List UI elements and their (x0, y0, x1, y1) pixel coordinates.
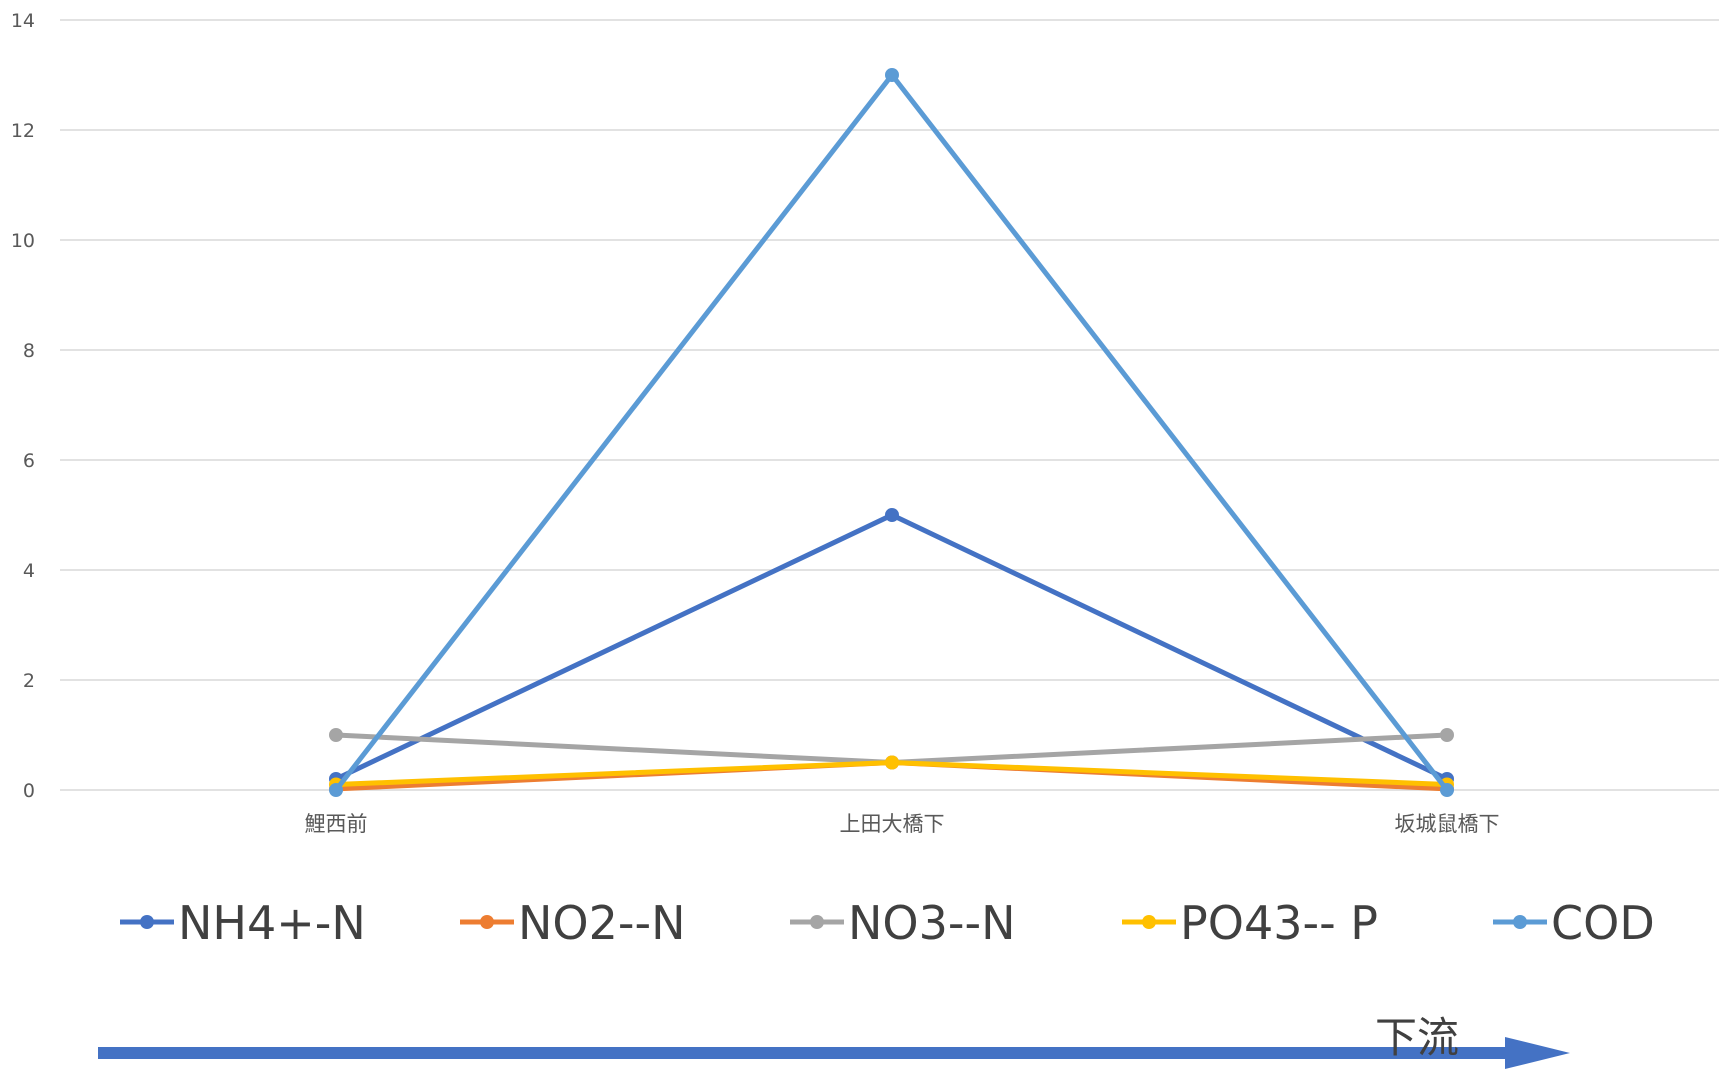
data-point (1440, 728, 1454, 742)
legend-swatch-marker (140, 915, 154, 929)
data-point (885, 755, 899, 770)
series-lines (329, 68, 1454, 797)
downstream-label: 下流 (1375, 1013, 1459, 1062)
x-axis-tick-labels: 鯉西前 上田大橋下 坂城鼠橋下 (305, 812, 1500, 836)
y-tick-label: 12 (11, 120, 35, 142)
legend-label: NH4+-N (178, 896, 366, 950)
legend-label: PO43-- P (1180, 896, 1378, 950)
series-line (333, 512, 1450, 782)
y-axis-tick-labels: 0 2 4 6 8 10 12 14 (11, 10, 35, 802)
data-point (885, 68, 899, 82)
legend-label: NO2--N (518, 896, 686, 950)
legend-swatch-marker (810, 915, 824, 929)
legend-item: NH4+-N (120, 896, 366, 950)
data-point (885, 508, 899, 522)
legend-swatch-marker (1513, 915, 1527, 929)
y-tick-label: 0 (23, 780, 35, 802)
series-line (333, 72, 1450, 793)
legend-item: COD (1493, 896, 1655, 950)
legend-item: NO2--N (460, 896, 686, 950)
legend-swatch-marker (480, 915, 494, 929)
series-5 (329, 68, 1454, 797)
series-4 (329, 755, 1454, 792)
y-tick-label: 10 (11, 230, 35, 252)
y-tick-label: 8 (23, 340, 35, 362)
legend: NH4+-N NO2--N NO3--N PO43-- P COD (120, 896, 1655, 950)
legend-item: PO43-- P (1122, 896, 1378, 950)
data-point (1440, 783, 1454, 797)
downstream-arrow: 下流 (98, 1013, 1570, 1069)
x-tick-label: 鯉西前 (305, 812, 368, 836)
y-tick-label: 4 (23, 560, 35, 582)
gridlines (60, 19, 1719, 791)
x-tick-label: 坂城鼠橋下 (1395, 812, 1500, 836)
legend-label: NO3--N (848, 896, 1016, 950)
data-point (329, 728, 343, 742)
data-point (329, 783, 343, 797)
y-tick-label: 2 (23, 670, 35, 692)
downstream-arrow-shaft (98, 1047, 1528, 1059)
y-tick-label: 14 (11, 10, 35, 32)
legend-swatch-marker (1142, 915, 1156, 929)
x-tick-label: 上田大橋下 (840, 812, 945, 836)
legend-item: NO3--N (790, 896, 1016, 950)
y-tick-label: 6 (23, 450, 35, 472)
legend-label: COD (1551, 896, 1655, 950)
downstream-arrow-head (1505, 1037, 1570, 1069)
